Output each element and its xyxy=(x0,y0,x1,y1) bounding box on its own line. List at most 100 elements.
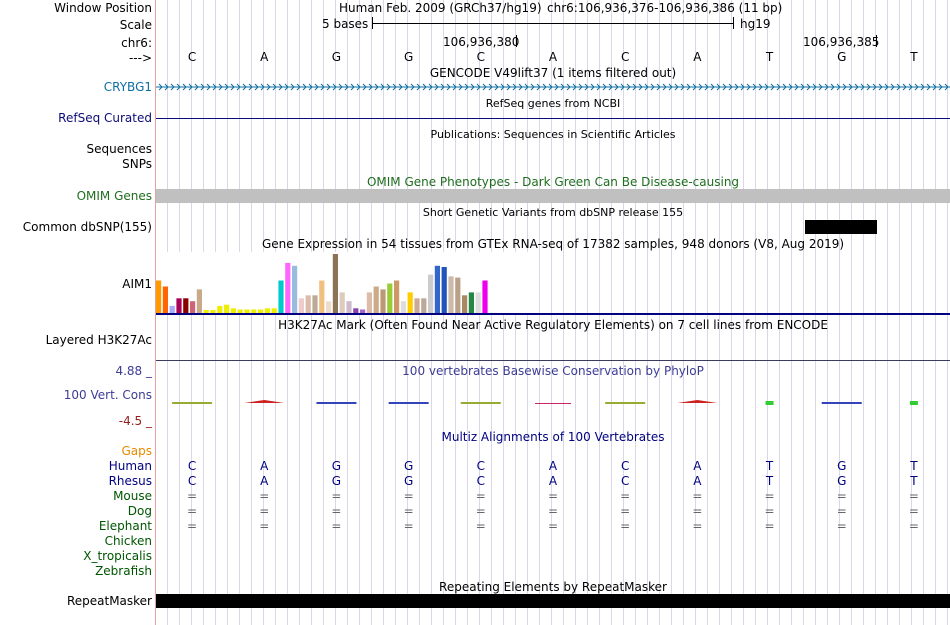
phylop-graph[interactable] xyxy=(156,396,950,410)
species-label[interactable]: Dog xyxy=(127,504,152,518)
gtex-tissue-bar[interactable] xyxy=(482,280,488,314)
gtex-tissue-bar[interactable] xyxy=(339,292,345,313)
gtex-tissue-bar[interactable] xyxy=(475,292,481,313)
gtex-tissue-bar[interactable] xyxy=(312,295,318,313)
gtex-bar-chart[interactable] xyxy=(156,252,950,315)
gtex-gene-label[interactable]: AIM1 xyxy=(122,277,152,291)
alignment-base: G xyxy=(403,459,414,473)
gencode-gene-label[interactable]: CRYBG1 xyxy=(103,80,152,94)
gtex-tissue-bar[interactable] xyxy=(305,295,311,313)
multiz-track-title[interactable]: Multiz Alignments of 100 Vertebrates xyxy=(441,430,665,444)
species-label[interactable]: Rhesus xyxy=(108,474,152,488)
alignment-base: = xyxy=(259,489,270,503)
gtex-tissue-bar[interactable] xyxy=(462,295,468,313)
gtex-tissue-bar[interactable] xyxy=(244,309,250,314)
gtex-tissue-bar[interactable] xyxy=(285,262,291,313)
gtex-tissue-bar[interactable] xyxy=(346,301,352,313)
refseq-label[interactable]: RefSeq Curated xyxy=(58,111,152,125)
refseq-track-title[interactable]: RefSeq genes from NCBI xyxy=(485,97,621,110)
gtex-tissue-bar[interactable] xyxy=(271,308,277,313)
gtex-tissue-bar[interactable] xyxy=(203,310,209,313)
gencode-gene-feature[interactable] xyxy=(156,80,950,94)
strand-chevron xyxy=(854,83,859,91)
species-label[interactable]: Elephant xyxy=(98,519,152,533)
strand-chevron xyxy=(206,83,211,91)
repeatmasker-label[interactable]: RepeatMasker xyxy=(66,594,152,608)
gtex-tissue-bar[interactable] xyxy=(230,308,236,313)
gaps-label[interactable]: Gaps xyxy=(121,444,152,458)
alignment-base: = xyxy=(331,519,342,533)
gtex-tissue-bar[interactable] xyxy=(441,267,447,313)
strand-chevron xyxy=(158,83,163,91)
refseq-feature-line[interactable] xyxy=(156,118,950,119)
phylop-track-title[interactable]: 100 vertebrates Basewise Conservation by… xyxy=(402,364,704,378)
repeatmasker-feature[interactable] xyxy=(156,594,950,608)
strand-chevron xyxy=(644,83,649,91)
gtex-tissue-bar[interactable] xyxy=(373,286,379,314)
gtex-tissue-bar[interactable] xyxy=(319,280,325,314)
snps-label[interactable]: SNPs xyxy=(122,157,152,171)
alignment-base: = xyxy=(692,519,703,533)
omim-track-title[interactable]: OMIM Gene Phenotypes - Dark Green Can Be… xyxy=(366,175,740,189)
species-label[interactable]: Zebrafish xyxy=(95,564,152,578)
species-label[interactable]: Human xyxy=(108,459,152,473)
gtex-tissue-bar[interactable] xyxy=(400,301,406,313)
gtex-tissue-bar[interactable] xyxy=(387,283,393,314)
gtex-tissue-bar[interactable] xyxy=(468,292,474,313)
gtex-tissue-bar[interactable] xyxy=(264,308,270,313)
gtex-tissue-bar[interactable] xyxy=(394,280,400,314)
gtex-tissue-bar[interactable] xyxy=(162,286,168,314)
gtex-tissue-bar[interactable] xyxy=(380,289,386,313)
strand-chevron xyxy=(362,83,367,91)
repeatmasker-track-title[interactable]: Repeating Elements by RepeatMasker xyxy=(439,580,667,594)
gencode-track-title[interactable]: GENCODE V49lift37 (1 items filtered out) xyxy=(429,66,677,80)
gtex-tissue-bar[interactable] xyxy=(434,265,440,313)
gtex-tissue-bar[interactable] xyxy=(421,298,427,314)
coord-tick-2 xyxy=(876,35,877,47)
gtex-tissue-bar[interactable] xyxy=(360,309,366,314)
strand-chevron xyxy=(872,83,877,91)
gtex-tissue-bar[interactable] xyxy=(455,277,461,313)
gtex-tissue-bar[interactable] xyxy=(332,254,338,313)
gtex-tissue-bar[interactable] xyxy=(196,289,202,313)
sequences-label[interactable]: Sequences xyxy=(86,142,152,156)
gtex-tissue-bar[interactable] xyxy=(407,292,413,313)
omim-label[interactable]: OMIM Genes xyxy=(76,189,152,203)
gtex-tissue-bar[interactable] xyxy=(414,298,420,314)
species-label[interactable]: X_tropicalis xyxy=(83,549,152,563)
gtex-tissue-bar[interactable] xyxy=(190,301,196,313)
gtex-tissue-bar[interactable] xyxy=(224,304,230,313)
h3k27ac-track-title[interactable]: H3K27Ac Mark (Often Found Near Active Re… xyxy=(278,318,828,332)
dbsnp-track-title[interactable]: Short Genetic Variants from dbSNP releas… xyxy=(422,206,684,219)
h3k27ac-label[interactable]: Layered H3K27Ac xyxy=(45,333,152,347)
species-label[interactable]: Chicken xyxy=(104,534,152,548)
species-label[interactable]: Mouse xyxy=(113,489,152,503)
publications-track-title[interactable]: Publications: Sequences in Scientific Ar… xyxy=(430,128,676,141)
gtex-tissue-bar[interactable] xyxy=(237,309,243,314)
gtex-tissue-bar[interactable] xyxy=(326,301,332,313)
dbsnp-variant[interactable] xyxy=(805,220,877,234)
dbsnp-label[interactable]: Common dbSNP(155) xyxy=(22,220,152,234)
gtex-tissue-bar[interactable] xyxy=(176,298,182,314)
alignment-base: A xyxy=(260,459,269,473)
gtex-tissue-bar[interactable] xyxy=(428,274,434,313)
gtex-tissue-bar[interactable] xyxy=(292,265,298,313)
phylop-label[interactable]: 100 Vert. Cons xyxy=(63,388,152,402)
omim-feature[interactable] xyxy=(156,189,950,203)
gtex-tissue-bar[interactable] xyxy=(183,298,189,314)
alignment-base: = xyxy=(331,489,342,503)
strand-chevron xyxy=(170,83,175,91)
gtex-tissue-bar[interactable] xyxy=(251,309,257,314)
gtex-tissue-bar[interactable] xyxy=(210,310,216,313)
strand-chevron xyxy=(284,83,289,91)
gtex-tissue-bar[interactable] xyxy=(217,305,223,313)
gtex-tissue-bar[interactable] xyxy=(156,280,162,314)
gtex-tissue-bar[interactable] xyxy=(278,280,284,314)
gtex-tissue-bar[interactable] xyxy=(298,298,304,314)
gtex-tissue-bar[interactable] xyxy=(258,309,264,314)
gtex-track-title[interactable]: Gene Expression in 54 tissues from GTEx … xyxy=(261,237,845,251)
gtex-tissue-bar[interactable] xyxy=(448,276,454,313)
gtex-tissue-bar[interactable] xyxy=(366,292,372,313)
gtex-tissue-bar[interactable] xyxy=(353,308,359,313)
gtex-tissue-bar[interactable] xyxy=(169,305,175,313)
